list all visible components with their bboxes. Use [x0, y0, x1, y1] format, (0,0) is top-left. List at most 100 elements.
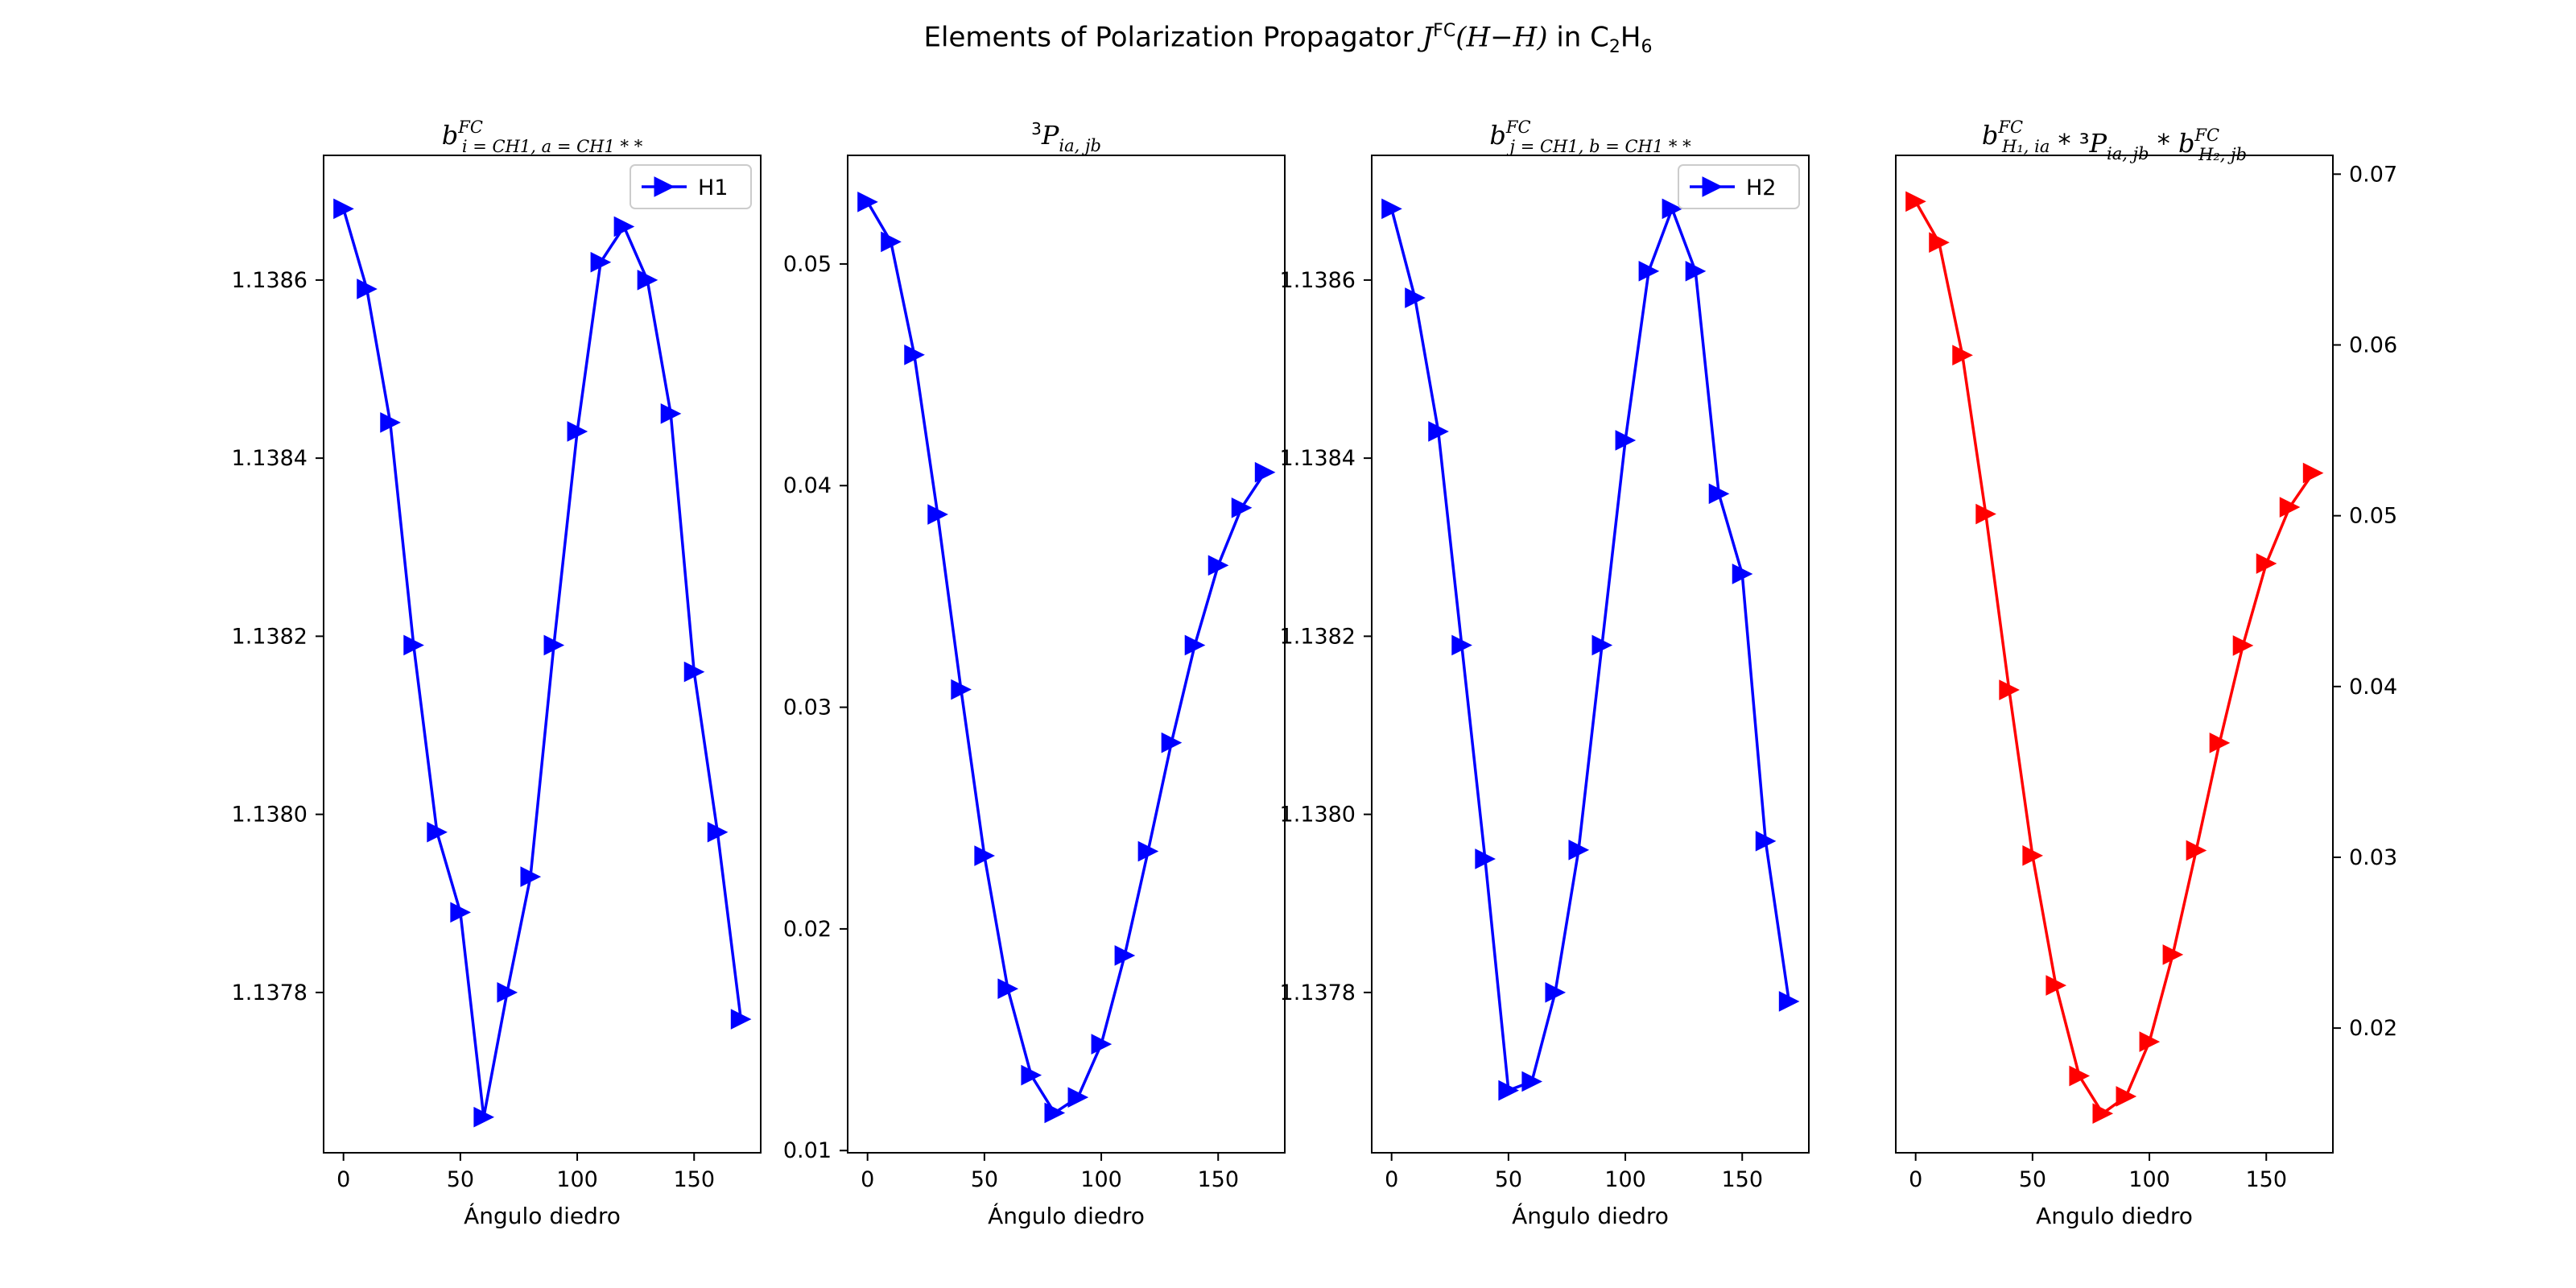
data-point	[357, 279, 378, 299]
title-base3: b	[2178, 128, 2194, 159]
data-point	[2232, 635, 2254, 656]
y-tick-label: 1.1382	[232, 624, 308, 649]
data-point	[1184, 634, 1206, 656]
data-point	[1545, 982, 1567, 1003]
x-tick-label: 50	[447, 1167, 474, 1192]
data-point	[2279, 497, 2301, 518]
data-point	[1067, 1087, 1089, 1108]
y-tick-label: 0.04	[2349, 675, 2397, 700]
subplot-4: 0 50 100 150 0.02 0.03 0.04 0.05 0.06 0.07 Angulo …	[1895, 118, 2397, 1229]
data-point	[2162, 944, 2184, 965]
data-point	[927, 504, 948, 525]
legend-label: H2	[1746, 175, 1776, 200]
subplot-title: bFC j = CH1, b = CH1 * *	[1489, 118, 1691, 156]
y-tick-label: 0.04	[783, 473, 832, 498]
data-point	[2209, 733, 2231, 753]
data-point	[660, 403, 682, 424]
x-axis-label: Ángulo diedro	[464, 1202, 621, 1229]
data-point	[1021, 1064, 1042, 1086]
x-tick-label: 100	[1604, 1167, 1646, 1192]
subplot-3: 0 50 100 150 1.1378 1.1380 1.1382 1.1384 1.1386 Á…	[1280, 118, 1810, 1229]
x-tick-label: 100	[556, 1167, 598, 1192]
data-point	[1498, 1080, 1519, 1101]
data-point	[881, 231, 902, 253]
data-point	[997, 978, 1019, 1000]
y-tick-label: 1.1384	[232, 446, 308, 471]
title-sup: FC	[1997, 118, 2023, 137]
figure-title-j: J	[1422, 21, 1434, 54]
data-point	[1999, 679, 2020, 700]
title-base: b	[1489, 120, 1505, 151]
title-mid: * ³	[2050, 128, 2089, 159]
y-tick-label: 0.03	[783, 696, 832, 720]
y-tick-label: 0.05	[783, 252, 832, 277]
title-mid2: *	[2149, 128, 2178, 159]
data-point	[1405, 287, 1426, 308]
data-point	[1732, 564, 1753, 584]
data-point	[1091, 1034, 1113, 1055]
data-point	[1952, 345, 1973, 366]
figure-title-sub1: 2	[1608, 37, 1620, 58]
data-point	[1662, 198, 1683, 220]
x-tick-label: 150	[1721, 1167, 1763, 1192]
title-sub: i = CH1, a = CH1 * *	[462, 137, 643, 156]
data-point	[1615, 430, 1637, 451]
data-point	[683, 661, 705, 683]
title-sub: ia, jb	[1059, 136, 1101, 155]
data-point	[1521, 1071, 1543, 1092]
figure-title-sup: FC	[1433, 21, 1456, 41]
data-point	[520, 866, 542, 887]
title-base: b	[1982, 120, 1998, 151]
figure-title-in: in C	[1547, 21, 1609, 54]
y-tick-label: 0.06	[2349, 332, 2397, 357]
title-base2: P	[2089, 128, 2107, 159]
data-point	[1428, 421, 1449, 442]
legend-marker	[654, 176, 675, 197]
subplot-1: 0 50 100 150 1.1378 1.1380 1.1382 1.1384 1.1386 Á…	[232, 118, 762, 1229]
data-point	[1137, 840, 1159, 862]
data-point	[2069, 1065, 2091, 1087]
data-point	[1778, 991, 1800, 1012]
series-line	[342, 208, 743, 1118]
data-point	[2186, 840, 2207, 861]
y-tick-label: 0.05	[2349, 504, 2397, 529]
x-tick-label: 150	[1197, 1167, 1239, 1192]
legend-label: H1	[698, 175, 728, 200]
data-point	[707, 821, 729, 843]
x-tick-label: 0	[861, 1167, 874, 1192]
subplot-title: 3Pia, jb	[1031, 119, 1101, 155]
title-base: P	[1041, 120, 1059, 151]
data-point	[1161, 732, 1183, 753]
y-tick-label: 1.1386	[1280, 268, 1356, 293]
data-point	[613, 216, 635, 237]
x-tick-label: 0	[1909, 1167, 1922, 1192]
data-point	[380, 412, 401, 433]
y-tick-label: 1.1380	[1280, 803, 1356, 828]
legend-box	[1678, 164, 1800, 209]
data-point	[473, 1106, 495, 1128]
data-point	[857, 192, 878, 213]
y-tick-label: 1.1384	[1280, 446, 1356, 471]
data-point	[1475, 848, 1496, 869]
data-point	[403, 634, 424, 656]
data-point	[2092, 1103, 2114, 1125]
figure-title: Elements of Polarization Propagator JFC(…	[0, 21, 2576, 57]
data-point	[1044, 1102, 1066, 1124]
y-tick-label: 0.07	[2349, 162, 2397, 187]
figure-title-mid: H	[1620, 21, 1641, 54]
axes-frame	[1371, 155, 1810, 1154]
title-sub3: H₂, jb	[2198, 145, 2247, 164]
y-tick-label: 1.1386	[232, 268, 308, 293]
series-line	[1914, 200, 2314, 1116]
data-point	[1685, 261, 1707, 282]
title-sub: H₁, ia	[2001, 137, 2050, 156]
y-tick-label: 0.02	[2349, 1016, 2397, 1041]
title-sup: FC	[457, 118, 483, 137]
data-point	[1568, 840, 1590, 861]
x-tick-label: 50	[971, 1167, 998, 1192]
legend: H1	[630, 164, 752, 209]
title-base: b	[442, 120, 458, 151]
data-point	[1254, 461, 1276, 483]
